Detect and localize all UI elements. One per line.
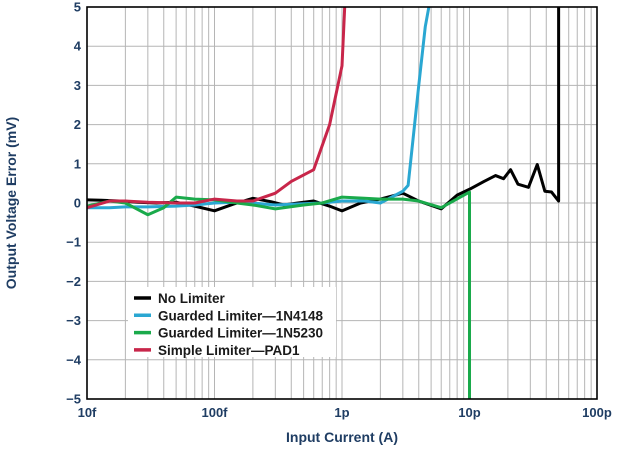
series-layer bbox=[86, 6, 561, 399]
legend-background bbox=[128, 287, 336, 357]
y-tick-label: −1 bbox=[66, 235, 81, 250]
x-tick-label: 1p bbox=[334, 405, 349, 420]
legend-label: No Limiter bbox=[158, 291, 226, 306]
y-tick-label: 5 bbox=[74, 0, 81, 15]
x-axis-label: Input Current (A) bbox=[286, 429, 398, 445]
x-tick-label: 100p bbox=[582, 405, 612, 420]
y-tick-label: 4 bbox=[74, 39, 82, 54]
y-tick-label: −3 bbox=[66, 313, 81, 328]
x-tick-labels: 10f 100f 1p 10p 100p bbox=[78, 405, 612, 420]
legend-label: Guarded Limiter—1N5230 bbox=[158, 326, 323, 341]
y-axis-label: Output Voltage Error (mV) bbox=[3, 117, 19, 289]
series-line-3 bbox=[86, 6, 347, 210]
legend: No Limiter Guarded Limiter—1N4148 Guarded … bbox=[128, 287, 336, 358]
series-line-0 bbox=[86, 7, 561, 213]
y-tick-label: 2 bbox=[74, 117, 81, 132]
plot-frame bbox=[86, 6, 598, 400]
series-line-2 bbox=[86, 190, 471, 399]
y-tick-label: 1 bbox=[74, 156, 81, 171]
x-tick-label: 10p bbox=[458, 405, 480, 420]
y-tick-label: −5 bbox=[66, 392, 81, 407]
y-tick-label: 3 bbox=[74, 78, 81, 93]
x-tick-label: 10f bbox=[78, 405, 97, 420]
y-tick-label: 0 bbox=[74, 196, 81, 211]
legend-label: Simple Limiter—PAD1 bbox=[158, 343, 300, 358]
legend-label: Guarded Limiter—1N4148 bbox=[158, 308, 324, 323]
series-line-1 bbox=[87, 6, 431, 210]
y-tick-labels: 5 4 3 2 1 0 −1 −2 −3 −4 −5 bbox=[66, 0, 82, 407]
x-tick-label: 100f bbox=[201, 405, 228, 420]
y-tick-label: −2 bbox=[66, 274, 81, 289]
y-tick-label: −4 bbox=[66, 352, 82, 367]
